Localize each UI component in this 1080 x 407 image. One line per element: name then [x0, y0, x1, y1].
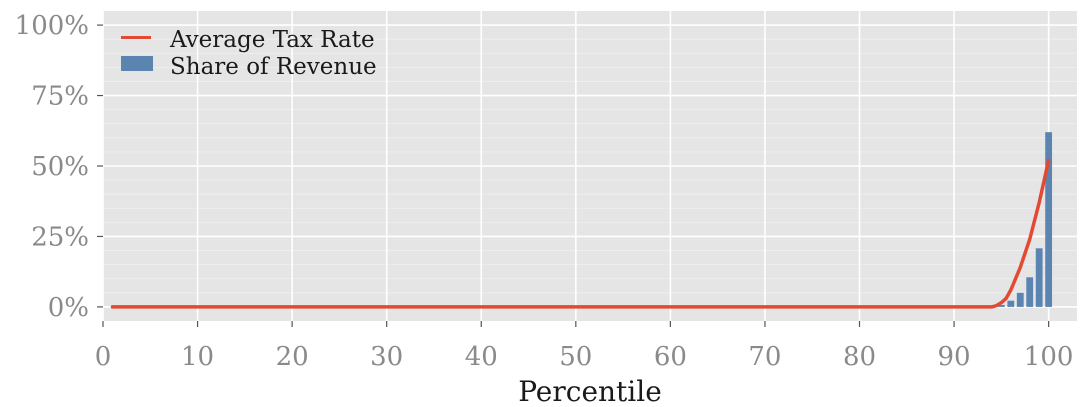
y-tick-label: 75%	[31, 82, 89, 112]
revenue-bar	[1026, 277, 1034, 307]
minor-gridlines	[103, 38, 1077, 294]
y-tick-label: 0%	[48, 293, 89, 323]
x-tick-label: 10	[181, 342, 214, 372]
x-tick-label: 90	[938, 342, 971, 372]
legend-line-swatch	[121, 36, 151, 39]
x-tick-label: 30	[370, 342, 403, 372]
x-axis-title: Percentile	[518, 375, 662, 407]
x-tick-label: 70	[748, 342, 781, 372]
x-tick-label: 80	[843, 342, 876, 372]
x-tick-label: 50	[559, 342, 592, 372]
revenue-bars	[997, 132, 1053, 307]
revenue-bar	[1035, 248, 1043, 307]
x-tick-label: 20	[276, 342, 309, 372]
x-axis-ticks: 0 10 20 30 40 50 60 70 80 90 100	[95, 321, 1074, 372]
y-tick-label: 50%	[31, 152, 89, 182]
revenue-bar	[1007, 300, 1015, 307]
x-tick-label: 60	[654, 342, 687, 372]
legend-label-tax-rate: Average Tax Rate	[169, 27, 375, 53]
legend-label-revenue-share: Share of Revenue	[170, 54, 377, 80]
y-tick-label: 100%	[15, 11, 89, 41]
revenue-bar	[1016, 292, 1024, 307]
y-axis-ticks: 0% 25% 50% 75% 100%	[15, 11, 103, 323]
legend-bar-swatch	[121, 56, 153, 71]
legend: Average Tax Rate Share of Revenue	[121, 27, 377, 80]
y-tick-label: 25%	[31, 222, 89, 252]
revenue-bar	[1045, 132, 1053, 307]
revenue-bar	[997, 304, 1005, 307]
x-tick-label: 0	[95, 342, 112, 372]
average-tax-rate-line	[110, 158, 1051, 309]
x-tick-label: 40	[465, 342, 498, 372]
x-tick-label: 100	[1024, 342, 1074, 372]
